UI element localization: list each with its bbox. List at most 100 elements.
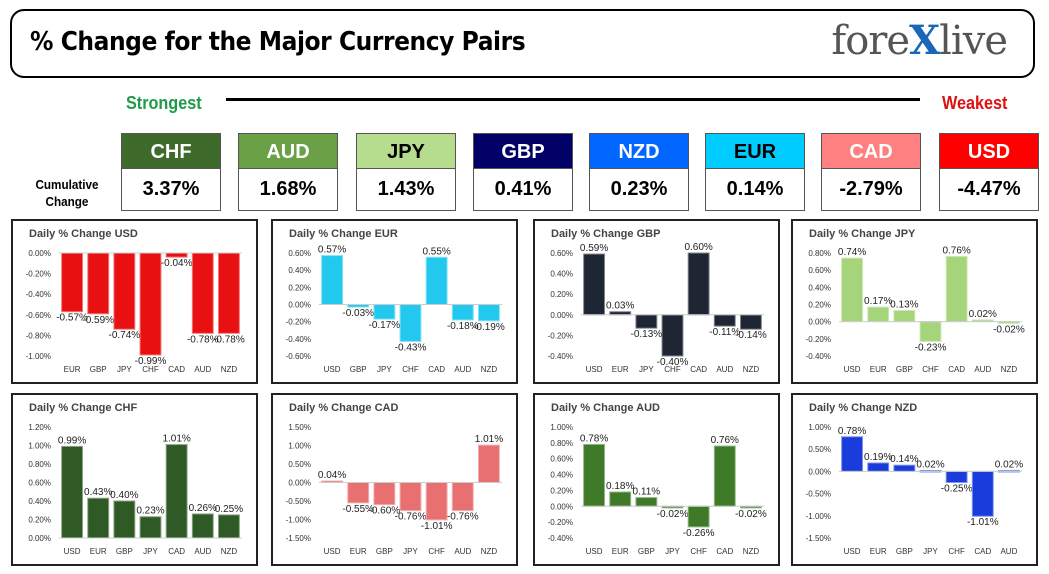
x-tick-label: CHF	[948, 547, 965, 556]
chart-panel-3: Daily % Change GBP 0.60% 0.40% 0.20% 0.00% -0…	[533, 219, 780, 384]
data-label: -0.02%	[657, 509, 689, 520]
bar-eur	[867, 462, 890, 472]
x-tick-label: NZD	[481, 365, 498, 374]
forexlive-logo[interactable]: foreXlive	[831, 17, 1008, 64]
x-tick-label: USD	[324, 547, 341, 556]
currency-name: EUR	[705, 133, 805, 169]
bar-chf	[661, 314, 684, 357]
currency-name: JPY	[356, 133, 456, 169]
x-tick-label: NZD	[743, 547, 760, 556]
data-label: 1.01%	[475, 434, 503, 445]
data-label: -0.78%	[187, 334, 219, 345]
y-tick-label: 0.20%	[28, 516, 51, 525]
x-tick-label: JPY	[117, 365, 132, 374]
bar-usd	[841, 257, 864, 323]
y-tick-label: 0.00%	[550, 502, 573, 511]
data-label: 0.55%	[422, 246, 450, 257]
y-tick-label: 0.20%	[550, 290, 573, 299]
data-label: 0.04%	[318, 470, 346, 481]
data-label: 0.26%	[189, 503, 217, 514]
x-tick-label: NZD	[221, 547, 238, 556]
data-label: 0.03%	[606, 301, 634, 312]
bar-nzd	[739, 314, 762, 330]
chart-panel-6: Daily % Change CAD 1.50% 1.00% 0.50% 0.00% -0…	[271, 393, 518, 566]
bar-gbp	[373, 482, 396, 506]
data-label: -0.03%	[342, 308, 374, 319]
data-label: -0.59%	[82, 315, 114, 326]
data-label: -0.76%	[447, 512, 479, 523]
y-tick-label: -0.40%	[806, 352, 831, 361]
y-tick-label: 0.80%	[808, 249, 831, 258]
currency-name: USD	[939, 133, 1039, 169]
x-tick-label: JPY	[923, 547, 938, 556]
bar-usd	[583, 253, 606, 316]
data-label: 0.23%	[136, 506, 164, 517]
bar-aud	[713, 314, 736, 327]
bar-gbp	[635, 497, 658, 507]
y-tick-label: -0.40%	[26, 290, 51, 299]
x-tick-label: CHF	[142, 365, 159, 374]
data-label: 0.25%	[215, 504, 243, 515]
y-tick-label: 1.00%	[28, 442, 51, 451]
data-label: -0.26%	[683, 528, 715, 539]
y-tick-label: 0.50%	[288, 460, 311, 469]
bar-aud	[451, 304, 474, 321]
x-tick-label: USD	[844, 547, 861, 556]
chart-title: Daily % Change NZD	[809, 402, 917, 414]
data-label: -0.25%	[941, 484, 973, 495]
daily-change-chart: Daily % Change CAD 1.50% 1.00% 0.50% 0.00% -0…	[286, 402, 504, 556]
data-label: 0.02%	[969, 309, 997, 320]
x-tick-label: CHF	[922, 365, 939, 374]
data-label: 0.40%	[110, 490, 138, 501]
data-label: -0.76%	[395, 512, 427, 523]
currency-cumulative-value: -4.47%	[939, 169, 1039, 211]
y-tick-label: 0.00%	[28, 249, 51, 258]
y-tick-label: 0.20%	[550, 486, 573, 495]
x-tick-label: CAD	[716, 547, 733, 556]
currency-cumulative-value: 3.37%	[121, 169, 221, 211]
chart-panel-8: Daily % Change NZD 1.00% 0.50% 0.00% -0.50% -…	[791, 393, 1038, 566]
bar-jpy	[635, 314, 658, 329]
data-label: -0.02%	[735, 509, 767, 520]
data-label: -0.18%	[447, 321, 479, 332]
x-tick-label: CAD	[168, 547, 185, 556]
y-tick-label: -0.20%	[26, 270, 51, 279]
x-tick-label: AUD	[194, 547, 211, 556]
x-tick-label: EUR	[350, 547, 367, 556]
x-tick-label: AUD	[716, 365, 733, 374]
data-label: -0.17%	[369, 320, 401, 331]
y-tick-label: 1.00%	[288, 442, 311, 451]
bar-chf	[945, 470, 968, 484]
data-label: 0.02%	[995, 460, 1023, 471]
bar-chf	[687, 505, 710, 528]
chart-title: Daily % Change EUR	[289, 228, 398, 240]
y-tick-label: 0.40%	[808, 283, 831, 292]
y-tick-label: -0.80%	[26, 331, 51, 340]
bar-chf	[399, 304, 422, 342]
y-tick-label: -0.60%	[286, 352, 311, 361]
y-tick-label: -0.50%	[806, 490, 831, 499]
chart-panel-5: Daily % Change CHF 1.20% 1.00% 0.80% 0.60% 0.…	[11, 393, 258, 566]
bar-cad	[687, 252, 710, 316]
bar-aud	[451, 482, 474, 512]
bar-usd	[61, 445, 84, 539]
y-tick-label: -1.50%	[286, 534, 311, 543]
y-tick-label: 0.80%	[28, 460, 51, 469]
y-tick-label: 0.40%	[28, 497, 51, 506]
x-tick-label: NZD	[1001, 365, 1018, 374]
x-tick-label: JPY	[403, 547, 418, 556]
y-tick-label: 0.20%	[288, 283, 311, 292]
data-label: -0.43%	[395, 342, 427, 353]
bar-gbp	[893, 310, 916, 323]
data-label: -0.14%	[735, 330, 767, 341]
chart-title: Daily % Change CAD	[289, 402, 398, 414]
y-tick-label: 1.50%	[288, 423, 311, 432]
bar-jpy	[113, 252, 136, 330]
data-label: 0.74%	[838, 247, 866, 258]
currency-name: NZD	[589, 133, 689, 169]
currency-box-cad: CAD -2.79%	[821, 133, 921, 213]
x-tick-label: AUD	[974, 365, 991, 374]
y-tick-label: -0.50%	[286, 497, 311, 506]
x-tick-label: AUD	[1000, 547, 1017, 556]
bar-eur	[61, 252, 84, 313]
